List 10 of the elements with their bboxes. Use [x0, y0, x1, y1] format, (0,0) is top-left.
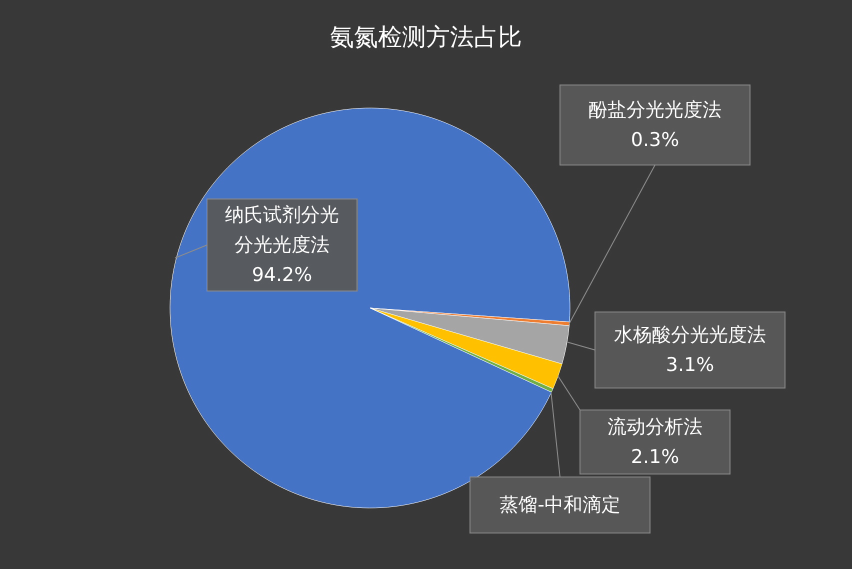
slice-label: 酚盐分光光度法 — [588, 99, 722, 121]
data-label: 3.1% — [666, 354, 714, 376]
slice-label: 纳氏试剂分光分光光度法 — [225, 204, 339, 256]
chart-title: 氨氮检测方法占比 — [330, 23, 522, 51]
data-label: 2.1% — [630, 446, 680, 468]
slice-label: 蒸馏-中和滴定 — [500, 494, 620, 516]
data-label: 94.2% — [252, 264, 312, 286]
slice-label: 流动分析法 — [608, 416, 702, 438]
slice-label: 水杨酸分光光度法 — [614, 324, 766, 346]
data-label: 0.3% — [630, 129, 680, 151]
